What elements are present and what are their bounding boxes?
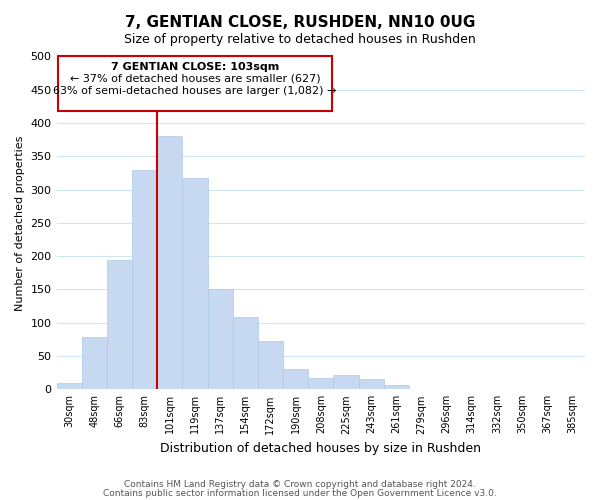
- Text: ← 37% of detached houses are smaller (627): ← 37% of detached houses are smaller (62…: [70, 74, 320, 84]
- Bar: [283, 370, 308, 390]
- Bar: [208, 290, 233, 390]
- Bar: [334, 374, 359, 390]
- Bar: [56, 382, 82, 390]
- Bar: [157, 136, 182, 390]
- Text: 63% of semi-detached houses are larger (1,082) →: 63% of semi-detached houses are larger (…: [53, 86, 337, 96]
- Bar: [82, 338, 107, 390]
- FancyBboxPatch shape: [58, 56, 332, 111]
- Text: Size of property relative to detached houses in Rushden: Size of property relative to detached ho…: [124, 32, 476, 46]
- Text: Contains public sector information licensed under the Open Government Licence v3: Contains public sector information licen…: [103, 488, 497, 498]
- Text: 7, GENTIAN CLOSE, RUSHDEN, NN10 0UG: 7, GENTIAN CLOSE, RUSHDEN, NN10 0UG: [125, 15, 475, 30]
- Text: Contains HM Land Registry data © Crown copyright and database right 2024.: Contains HM Land Registry data © Crown c…: [124, 480, 476, 489]
- Bar: [132, 170, 157, 390]
- X-axis label: Distribution of detached houses by size in Rushden: Distribution of detached houses by size …: [160, 442, 481, 455]
- Bar: [182, 178, 208, 390]
- Bar: [308, 378, 334, 390]
- Bar: [359, 380, 383, 390]
- Bar: [258, 342, 283, 390]
- Bar: [383, 386, 409, 390]
- Y-axis label: Number of detached properties: Number of detached properties: [15, 135, 25, 310]
- Bar: [409, 388, 434, 390]
- Bar: [107, 260, 132, 390]
- Bar: [233, 318, 258, 390]
- Text: 7 GENTIAN CLOSE: 103sqm: 7 GENTIAN CLOSE: 103sqm: [111, 62, 279, 72]
